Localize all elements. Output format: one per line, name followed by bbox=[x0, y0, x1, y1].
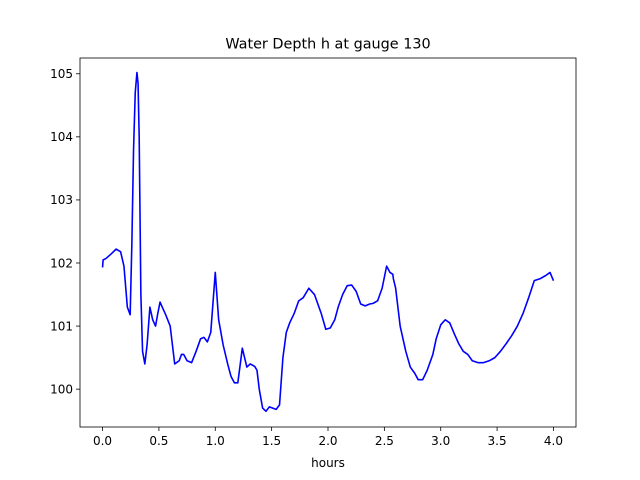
y-tick-label: 104 bbox=[50, 130, 73, 144]
x-tick-label: 3.5 bbox=[488, 434, 507, 448]
x-tick-label: 2.0 bbox=[318, 434, 337, 448]
x-tick-label: 0.0 bbox=[93, 434, 112, 448]
y-tick-label: 103 bbox=[50, 193, 73, 207]
x-tick-label: 3.0 bbox=[431, 434, 450, 448]
plot-frame bbox=[79, 57, 577, 428]
x-axis-label: hours bbox=[311, 456, 345, 470]
x-tick-label: 1.5 bbox=[262, 434, 281, 448]
x-tick-label: 2.5 bbox=[375, 434, 394, 448]
y-tick-label: 101 bbox=[50, 319, 73, 333]
x-tick-label: 4.0 bbox=[544, 434, 563, 448]
y-tick-label: 105 bbox=[50, 67, 73, 81]
chart-title: Water Depth h at gauge 130 bbox=[225, 37, 430, 53]
y-tick-label: 102 bbox=[50, 256, 73, 270]
series-line-0 bbox=[101, 71, 555, 413]
x-tick-label: 0.5 bbox=[149, 434, 168, 448]
x-tick-label: 1.0 bbox=[206, 434, 225, 448]
y-tick-label: 100 bbox=[50, 382, 73, 396]
